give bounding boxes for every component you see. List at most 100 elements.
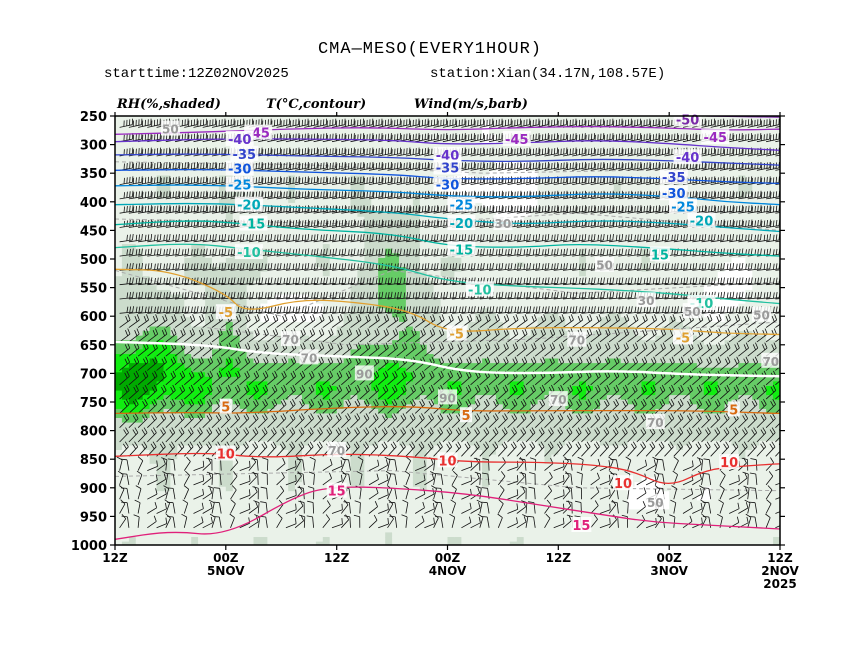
rh-cell: [412, 491, 421, 497]
rh-cell: [475, 367, 483, 373]
rh-cell: [405, 326, 414, 332]
rh-cell: [447, 541, 455, 545]
rh-cell: [378, 376, 386, 382]
rh-cell: [336, 477, 345, 483]
rh-cell: [260, 459, 268, 465]
rh-cell: [302, 422, 310, 428]
rh-cell: [177, 248, 185, 254]
rh-cell: [121, 486, 130, 492]
rh-cell: [315, 408, 324, 415]
rh-cell: [198, 486, 206, 492]
rh-cell: [399, 161, 407, 167]
rh-cell: [218, 349, 227, 355]
rh-cell: [302, 367, 310, 373]
rh-cell: [357, 532, 365, 538]
rh-cell: [135, 454, 144, 460]
rh-cell: [440, 491, 449, 497]
rh-cell: [315, 427, 324, 433]
rh-cell: [440, 335, 449, 341]
rh-cell: [260, 175, 268, 181]
rh-cell: [163, 367, 171, 373]
rh-cell: [191, 120, 199, 126]
rh-cell: [357, 514, 365, 520]
rh-cell: [260, 262, 268, 268]
rh-cell: [343, 349, 352, 355]
rh-cell: [399, 216, 407, 222]
rh-cell: [260, 523, 268, 529]
rh-cell: [350, 331, 358, 337]
rh-cell: [412, 436, 421, 442]
rh-cell: [115, 472, 123, 479]
rh-cell: [447, 482, 455, 488]
rh-cell: [115, 418, 123, 424]
rh-cell: [350, 376, 358, 382]
rh-cell: [364, 212, 372, 218]
rh-cell: [309, 225, 317, 231]
rh-cell: [468, 500, 476, 506]
rh-cell: [177, 381, 185, 387]
rh-cell: [205, 308, 213, 314]
rh-cell: [419, 239, 428, 245]
rh-cell: [212, 523, 220, 529]
rh-cell: [426, 317, 435, 323]
rh-cell: [357, 184, 365, 190]
rh-cell: [121, 235, 130, 241]
rh-cell: [454, 125, 462, 131]
rh-cell: [198, 212, 206, 218]
rh-cell: [440, 358, 449, 364]
rh-cell: [267, 157, 275, 163]
rh-cell: [371, 212, 379, 218]
rh-cell: [218, 491, 227, 497]
rh-cell: [115, 257, 123, 264]
rh-cell: [184, 486, 192, 492]
rh-cell: [135, 207, 144, 213]
rh-cell: [115, 331, 123, 337]
rh-cell: [447, 303, 455, 309]
rh-cell: [315, 189, 324, 195]
rh-cell: [128, 495, 137, 501]
rh-cell: [433, 326, 442, 332]
rh-cell: [468, 116, 476, 122]
rh-cell: [121, 308, 130, 314]
rh-cell: [343, 491, 352, 497]
rh-cell: [225, 440, 234, 447]
rh-cell: [440, 202, 449, 209]
rh-cell: [336, 230, 345, 236]
rh-cell: [135, 326, 144, 332]
rh-cell: [440, 537, 449, 543]
rh-cell: [405, 527, 414, 533]
rh-cell: [392, 440, 400, 447]
rh-cell: [426, 116, 435, 122]
rh-cell: [288, 180, 296, 186]
rh-cell: [205, 280, 213, 286]
rh-cell: [295, 390, 303, 396]
rh-cell: [288, 418, 296, 424]
rh-cell: [225, 262, 234, 268]
rh-cell: [198, 395, 206, 401]
rh-cell: [371, 120, 379, 126]
rh-cell: [399, 399, 407, 405]
rh-cell: [322, 509, 331, 515]
rh-cell: [218, 202, 227, 209]
rh-cell: [454, 472, 462, 479]
rh-cell: [170, 363, 178, 369]
rh-cell: [260, 381, 268, 387]
rh-cell: [302, 294, 310, 300]
rh-cell: [267, 386, 275, 392]
rh-cell: [378, 340, 386, 346]
rh-cell: [205, 138, 213, 145]
rh-cell: [225, 381, 234, 387]
rh-cell: [405, 244, 414, 250]
rh-cell: [212, 518, 220, 524]
rh-cell: [378, 331, 386, 337]
rh-cell: [350, 271, 358, 277]
rh-cell: [426, 541, 435, 545]
rh-cell: [336, 381, 345, 387]
rh-cell: [170, 180, 178, 186]
rh-cell: [468, 440, 476, 447]
rh-cell: [419, 491, 428, 497]
rh-cell: [295, 276, 303, 282]
rh-cell: [364, 257, 372, 264]
rh-cell: [447, 143, 455, 149]
rh-cell: [399, 500, 407, 506]
